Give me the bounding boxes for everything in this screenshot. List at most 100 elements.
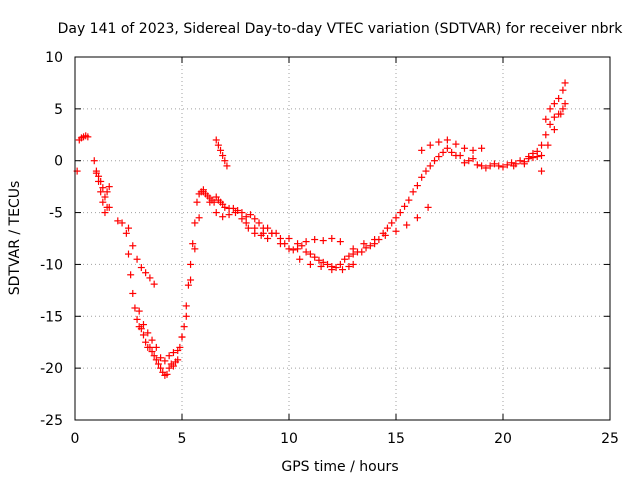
data-point — [495, 162, 503, 170]
data-point — [294, 240, 302, 248]
data-point — [182, 312, 190, 320]
data-point — [499, 163, 507, 171]
data-point — [383, 224, 391, 232]
data-point — [195, 214, 203, 222]
data-point — [174, 347, 182, 355]
data-point — [101, 209, 109, 217]
data-point — [435, 153, 443, 161]
data-point — [544, 141, 552, 149]
data-point — [426, 162, 434, 170]
data-point — [403, 221, 411, 229]
data-point — [306, 260, 314, 268]
data-point — [219, 213, 227, 221]
data-point — [244, 224, 252, 232]
data-point — [317, 263, 325, 271]
data-point — [178, 333, 186, 341]
data-point — [533, 153, 541, 161]
data-point — [358, 248, 366, 256]
data-point — [349, 260, 357, 268]
data-point — [482, 164, 490, 172]
data-point — [180, 323, 188, 331]
data-point — [139, 331, 147, 339]
data-point — [276, 240, 284, 248]
data-point — [561, 100, 569, 108]
data-point — [529, 154, 537, 162]
data-point — [328, 235, 336, 242]
data-point — [142, 269, 150, 277]
data-point — [289, 246, 297, 254]
data-point — [191, 245, 199, 253]
data-point — [144, 329, 152, 337]
data-point — [174, 356, 182, 364]
data-point — [135, 307, 143, 315]
y-tick-label: -20 — [40, 361, 63, 377]
data-point — [214, 141, 222, 149]
data-point — [189, 240, 197, 248]
data-point — [182, 302, 190, 310]
data-point — [95, 172, 103, 180]
y-axis-label: SDTVAR / TECUs — [7, 181, 23, 296]
data-point — [503, 161, 511, 169]
data-point — [165, 364, 173, 372]
data-point — [302, 238, 310, 246]
y-tick-label: -5 — [49, 206, 63, 222]
data-point — [298, 242, 306, 250]
data-point — [238, 215, 246, 223]
data-point — [311, 236, 319, 244]
data-point — [460, 159, 468, 167]
data-point — [319, 258, 327, 266]
data-point — [129, 242, 137, 250]
data-point — [154, 360, 162, 368]
data-point — [555, 94, 563, 102]
plot-frame — [74, 56, 611, 421]
data-point — [366, 242, 374, 250]
data-point — [199, 188, 207, 196]
data-point — [90, 157, 98, 165]
data-point — [101, 193, 109, 201]
data-point — [129, 289, 137, 297]
data-point — [561, 79, 569, 87]
data-point — [161, 357, 169, 365]
data-point — [105, 183, 113, 191]
data-point — [285, 245, 293, 253]
data-point — [99, 184, 107, 192]
data-point — [424, 203, 432, 211]
data-point — [206, 198, 214, 206]
data-point — [435, 138, 443, 146]
data-point — [246, 211, 254, 219]
data-point — [332, 264, 340, 272]
y-tick-label: -15 — [40, 309, 63, 325]
data-point — [150, 352, 158, 360]
data-point — [137, 325, 145, 333]
data-point — [336, 260, 344, 268]
data-point — [546, 105, 554, 113]
grid — [75, 57, 610, 420]
data-point — [221, 157, 229, 165]
data-point — [264, 235, 272, 242]
data-point — [448, 148, 456, 156]
data-point — [422, 167, 430, 175]
data-point — [217, 146, 225, 154]
data-point — [409, 188, 417, 196]
data-point — [319, 237, 327, 245]
data-point — [520, 160, 528, 168]
data-point — [163, 370, 171, 378]
data-point — [219, 152, 227, 160]
y-tick-label: -10 — [40, 257, 63, 273]
data-point — [550, 113, 558, 121]
data-point — [142, 338, 150, 346]
data-point — [191, 219, 199, 227]
x-tick-label: 0 — [71, 431, 80, 447]
data-point — [439, 148, 447, 156]
data-point — [405, 196, 413, 204]
data-point — [542, 115, 550, 123]
data-point — [187, 260, 195, 268]
data-point — [133, 315, 141, 323]
data-point — [122, 229, 130, 237]
data-point — [426, 141, 434, 149]
data-point — [381, 231, 389, 239]
y-tick-label: 0 — [54, 154, 63, 170]
x-tick-label: 20 — [494, 431, 512, 447]
data-point — [538, 141, 546, 149]
data-point — [452, 140, 460, 148]
